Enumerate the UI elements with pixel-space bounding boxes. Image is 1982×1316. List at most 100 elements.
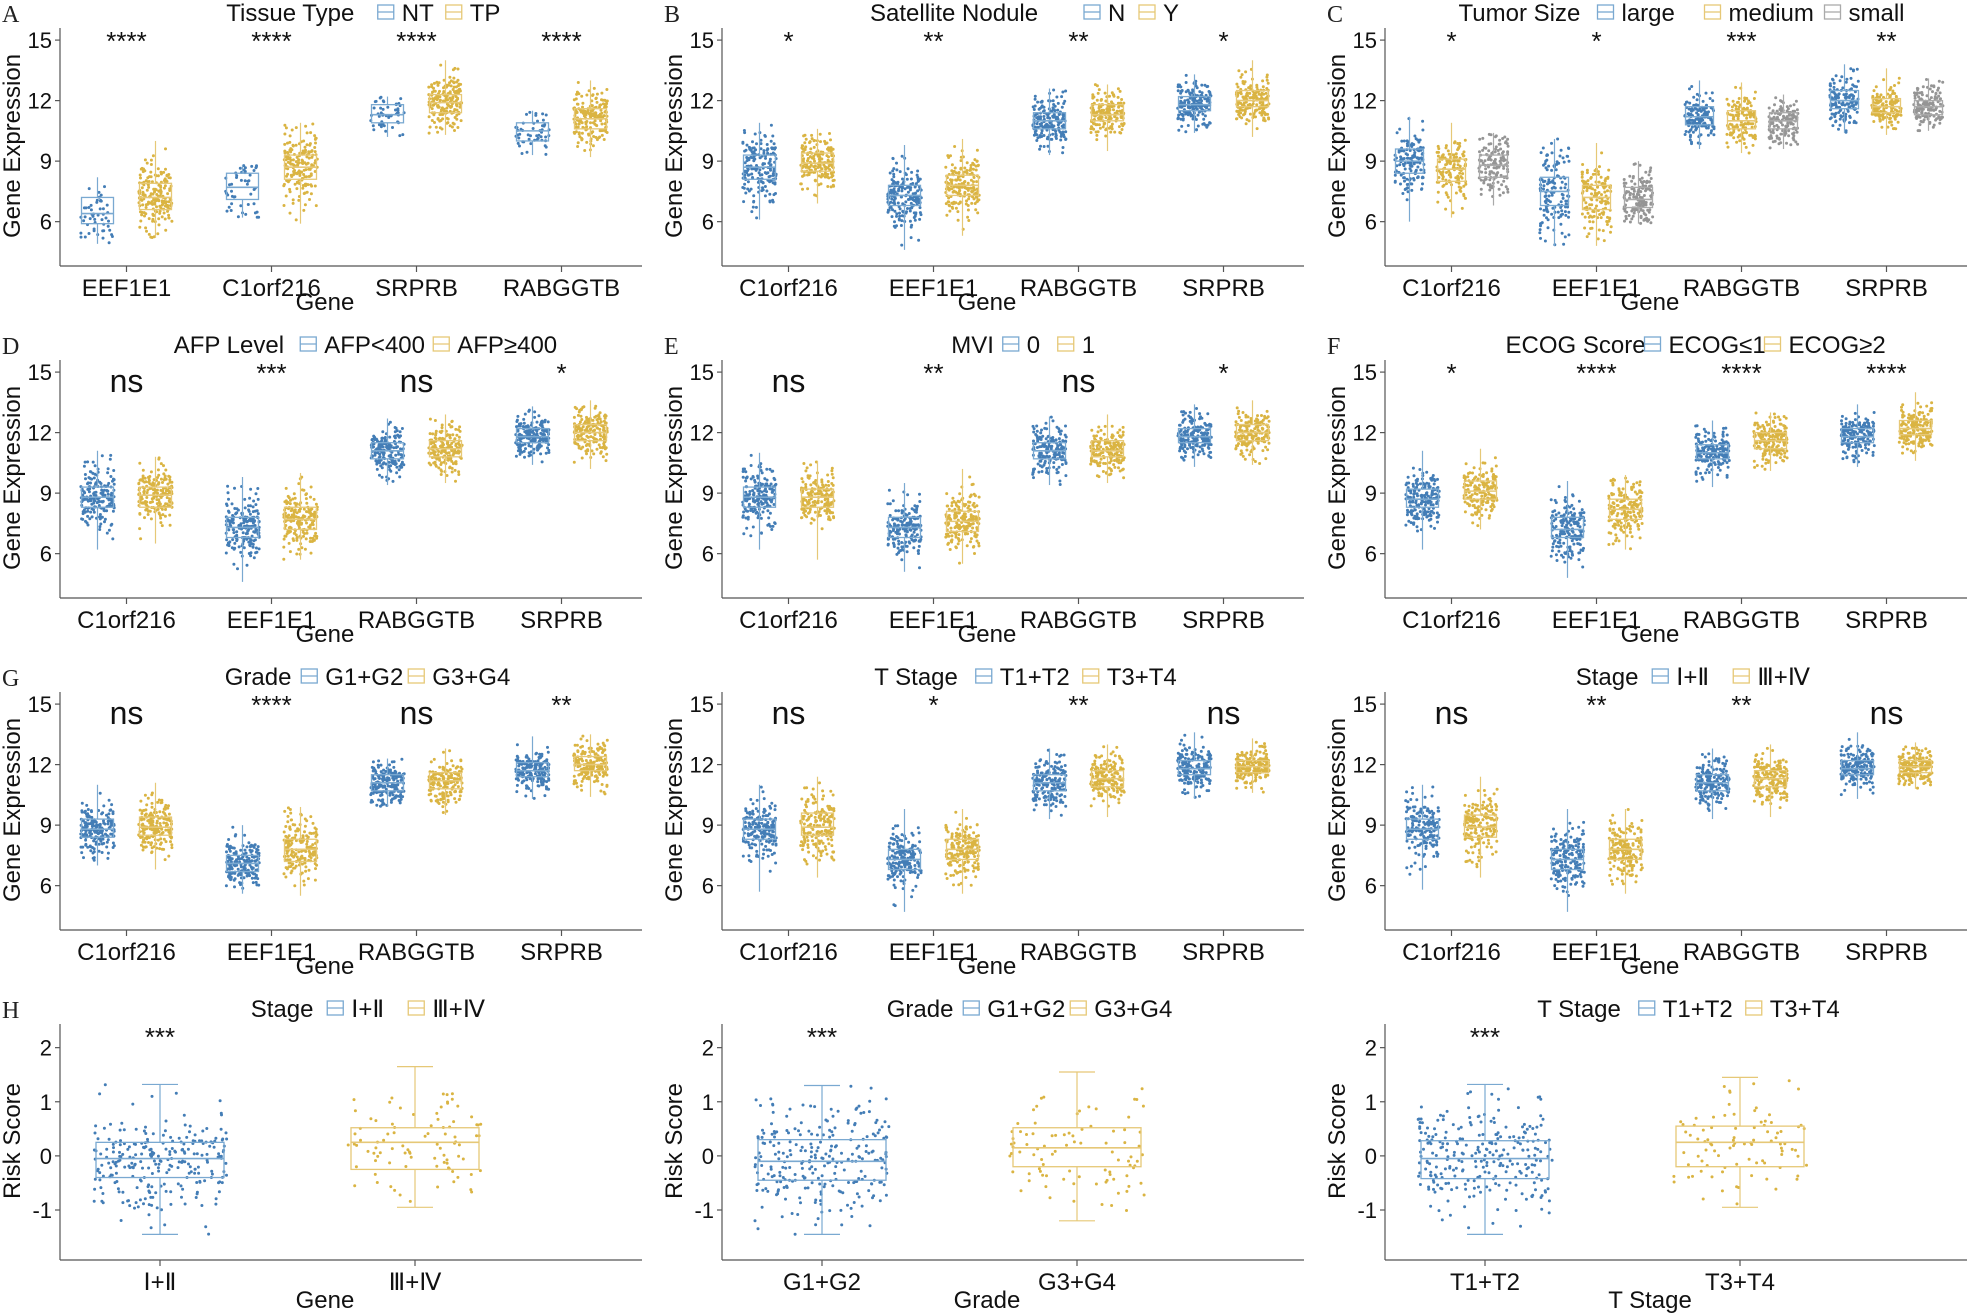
box-TP-C1orf216 [282,122,319,224]
box-ECOG≥2-EEF1E1 [1607,474,1644,551]
box-ECOG≤1-C1orf216 [1404,450,1441,550]
box-Y-RABGGTB [1089,83,1126,152]
box-1-SRPRB [1234,400,1271,465]
legend: T Stage T1+T2 T3+T4 [874,664,1177,691]
y-tick-label: 9 [40,481,52,506]
y-tick-label: 0 [702,1144,714,1169]
box-G1+G2-C1orf216 [79,784,116,866]
x-tick-label: RABGGTB [1683,939,1800,966]
significance-label: ns [1435,695,1469,731]
box-NT-SRPRB [369,95,406,138]
significance-label: **** [396,26,436,56]
jitter-points [1008,1087,1146,1212]
box-iqr [757,1138,887,1181]
significance-label: * [1446,358,1456,388]
x-tick-label: RABGGTB [1683,275,1800,302]
jitter-points [282,806,319,888]
x-tick-label: SRPRB [1182,939,1265,966]
box-iqr [1898,419,1933,436]
significance-label: * [1446,26,1456,56]
panel-label: E [664,334,679,360]
jitter-points [79,185,114,245]
y-tick-label: 1 [702,1090,714,1115]
box-iqr [1090,440,1125,458]
box-large-SRPRB [1828,64,1860,134]
box-AFP<400-C1orf216 [79,450,116,550]
legend: AFP Level AFP<400 AFP≥400 [174,332,557,359]
box-Ⅲ+Ⅳ-EEF1E1 [1607,808,1644,894]
box-iqr [800,812,835,836]
x-axis-label: Gene [296,289,355,316]
box-large-RABGGTB [1683,80,1716,150]
box-AFP≥400-EEF1E1 [282,472,319,561]
y-axis-label: Risk Score [661,1083,688,1199]
box-Y-EEF1E1 [944,138,981,236]
x-tick-label: T3+T4 [1705,1269,1775,1296]
jitter-points [1462,456,1499,528]
box-iqr [1478,154,1509,178]
panel-H2: Grade G1+G2 G3+G4 -1 0 1 2 Risk Score Grade G1+G2… [661,996,1304,1314]
box-0-C1orf216 [741,452,778,550]
y-axis-label: Gene Expression [0,54,26,238]
legend-label: NT [402,0,434,27]
legend-title: Stage [1576,664,1639,691]
panel-label: C [1327,2,1343,28]
y-tick-label: 9 [40,149,52,174]
box-T1+T2-RABGGTB [1031,748,1068,820]
significance-label: **** [251,26,291,56]
box-NT-RABGGTB [514,110,551,156]
box-NT-C1orf216 [224,164,261,219]
legend-label: G1+G2 [987,996,1065,1023]
significance-label: ns [1062,363,1096,399]
y-tick-label: 6 [40,874,52,899]
significance-label: *** [1470,1022,1500,1052]
y-tick-label: 12 [690,89,714,114]
y-tick-label: 15 [1353,360,1377,385]
legend-label: G3+G4 [432,664,510,691]
box-Y-SRPRB [1234,60,1271,137]
x-axis-label: Gene [958,289,1017,316]
x-tick-label: C1orf216 [1402,607,1501,634]
significance-label: **** [251,690,291,720]
y-tick-label: 2 [40,1036,52,1061]
y-tick-label: -1 [32,1198,52,1223]
legend: Stage Ⅰ+Ⅱ Ⅲ+Ⅳ [251,996,485,1023]
box-Ⅰ+Ⅱ-SRPRB [1839,732,1876,799]
jitter-points [799,781,836,866]
x-axis-label: Gene [1621,289,1680,316]
x-axis-label: Gene [296,1287,355,1314]
x-axis-label: Gene [958,621,1017,648]
box-large-C1orf216 [1393,116,1426,222]
jitter-points [1767,96,1800,150]
x-axis-label: Gene [296,953,355,980]
x-tick-label: SRPRB [1182,275,1265,302]
significance-label: **** [1721,358,1761,388]
box-T3+T4-RABGGTB [1089,744,1126,818]
box-iqr [800,152,835,172]
significance-label: *** [256,358,286,388]
significance-label: ** [1068,26,1088,56]
x-tick-label: G3+G4 [1038,1269,1116,1296]
box-iqr [515,122,550,142]
legend: Tumor Size large medium small [1459,0,1905,27]
y-axis-label: Gene Expression [661,54,688,238]
box-iqr [1420,1140,1550,1180]
box-iqr [95,1141,225,1179]
box-iqr [1913,99,1944,116]
legend-title: Stage [251,996,314,1023]
x-tick-label: Ⅲ+Ⅳ [389,1269,442,1296]
box-T1+T2-T1+T2 [1416,1083,1554,1235]
x-axis-label: Gene [958,953,1017,980]
jitter-points [1416,1087,1554,1230]
x-tick-label: SRPRB [1182,607,1265,634]
x-axis-label: Gene [1621,621,1680,648]
significance-label: ** [1731,690,1751,720]
y-tick-label: 9 [40,813,52,838]
x-axis-label: Gene [1621,953,1680,980]
y-axis-label: Risk Score [1324,1083,1351,1199]
box-small-RABGGTB [1767,94,1800,150]
y-axis-label: Risk Score [0,1083,26,1199]
